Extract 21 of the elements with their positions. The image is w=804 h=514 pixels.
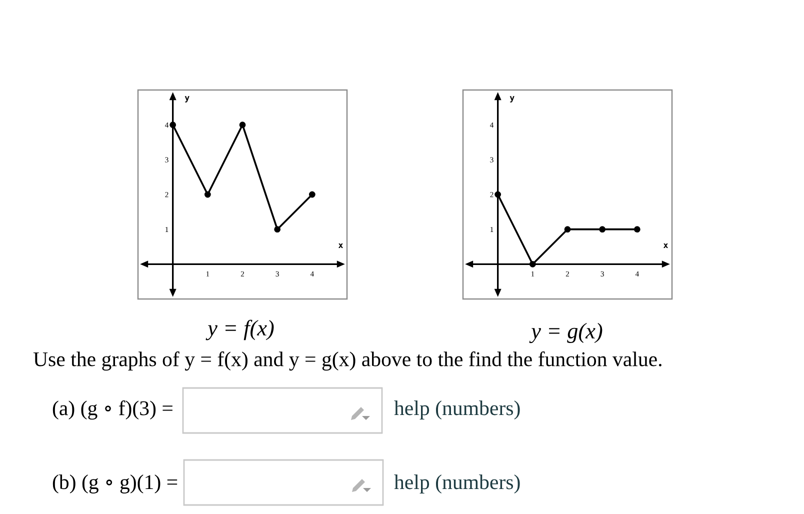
text: y = f(x) xyxy=(206,320,274,340)
point xyxy=(239,122,246,128)
text: (a) (g ∘ f)(3) = xyxy=(52,400,172,420)
point xyxy=(274,226,281,233)
text: help (numbers) xyxy=(394,474,520,494)
text: y = g(x) xyxy=(529,322,602,344)
point xyxy=(564,226,571,233)
y-axis-title: y xyxy=(184,96,190,102)
text: (b) (g ∘ g)(1) = xyxy=(52,474,178,494)
text: Use the graphs of y = f(x) and y = g(x) above to the find the function value. xyxy=(33,351,662,371)
point xyxy=(529,260,536,268)
point xyxy=(494,191,502,198)
x-axis-title: x xyxy=(663,243,668,248)
text: help (numbers) xyxy=(394,400,520,420)
point xyxy=(204,191,211,198)
point xyxy=(170,122,176,128)
y-axis-title: y xyxy=(510,96,514,102)
point xyxy=(308,191,316,198)
point xyxy=(634,226,640,233)
x-axis-title: x xyxy=(338,243,344,248)
point xyxy=(599,226,606,233)
